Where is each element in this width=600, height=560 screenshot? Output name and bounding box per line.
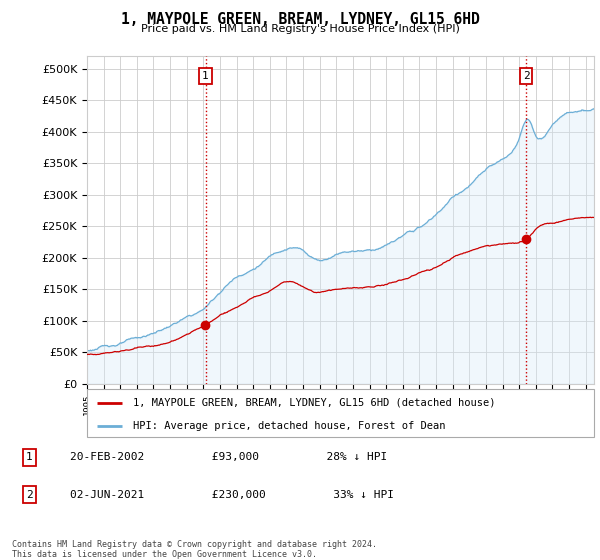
Text: HPI: Average price, detached house, Forest of Dean: HPI: Average price, detached house, Fore…: [133, 421, 445, 431]
Text: 1: 1: [202, 71, 209, 81]
Text: 02-JUN-2021          £230,000          33% ↓ HPI: 02-JUN-2021 £230,000 33% ↓ HPI: [70, 490, 394, 500]
Text: 20-FEB-2002          £93,000          28% ↓ HPI: 20-FEB-2002 £93,000 28% ↓ HPI: [70, 452, 387, 462]
Text: Price paid vs. HM Land Registry's House Price Index (HPI): Price paid vs. HM Land Registry's House …: [140, 24, 460, 34]
Text: 1: 1: [26, 452, 32, 462]
Text: Contains HM Land Registry data © Crown copyright and database right 2024.
This d: Contains HM Land Registry data © Crown c…: [12, 540, 377, 559]
FancyBboxPatch shape: [87, 389, 594, 437]
Text: 2: 2: [523, 71, 530, 81]
Text: 1, MAYPOLE GREEN, BREAM, LYDNEY, GL15 6HD (detached house): 1, MAYPOLE GREEN, BREAM, LYDNEY, GL15 6H…: [133, 398, 495, 408]
Text: 2: 2: [26, 490, 32, 500]
Text: 1, MAYPOLE GREEN, BREAM, LYDNEY, GL15 6HD: 1, MAYPOLE GREEN, BREAM, LYDNEY, GL15 6H…: [121, 12, 479, 27]
